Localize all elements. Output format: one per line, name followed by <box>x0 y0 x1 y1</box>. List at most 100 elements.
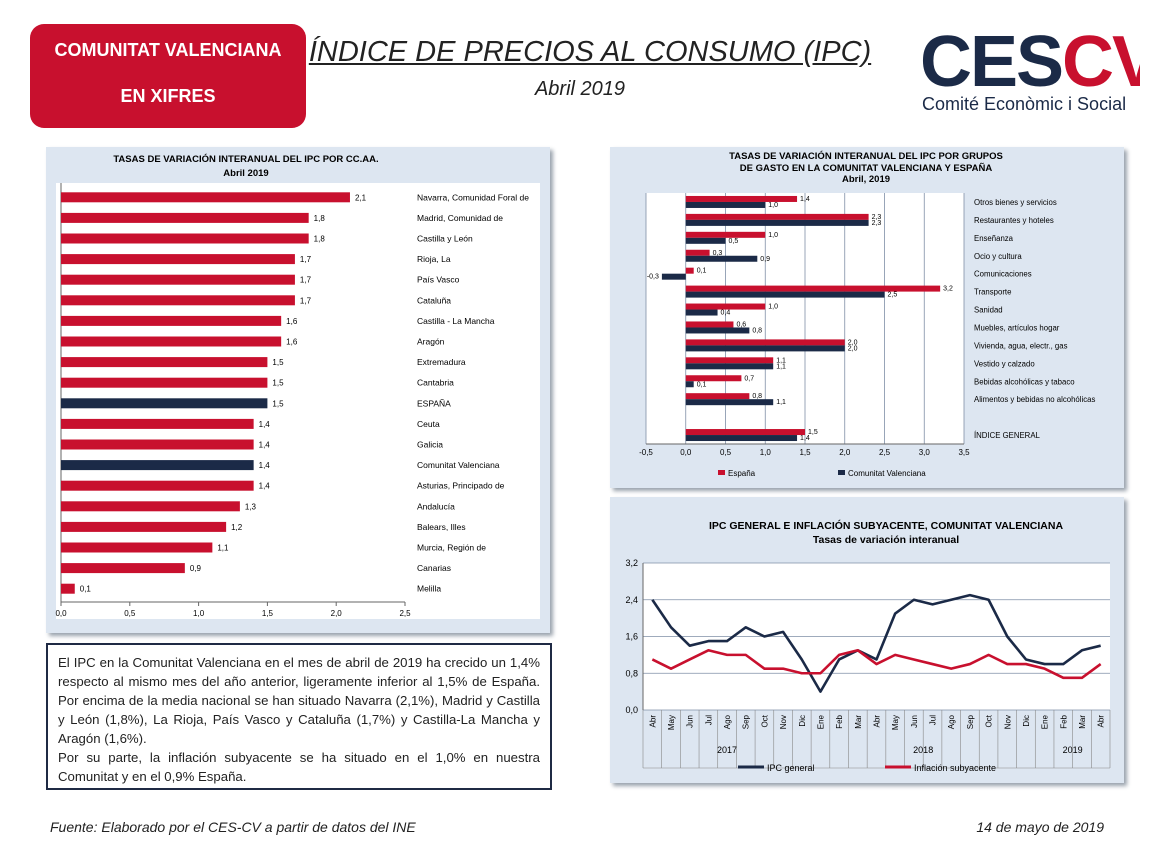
x-tick-label: Abr <box>1097 715 1106 728</box>
category-label: Rioja, La <box>417 254 451 264</box>
badge-line1: COMUNITAT VALENCIANA <box>54 40 282 60</box>
bar-value-label: -0,3 <box>647 274 659 281</box>
bar-espana <box>685 357 774 364</box>
bar-value-label: 0,9 <box>190 564 202 573</box>
category-label: Alimentos y bebidas no alcohólicas <box>974 395 1095 404</box>
category-label: ESPAÑA <box>417 398 451 408</box>
bar-value-label: 2,1 <box>355 193 367 202</box>
legend-swatch <box>838 470 845 475</box>
y-tick-label: 2,4 <box>625 595 638 605</box>
legend-label: Comunitat Valenciana <box>848 469 926 478</box>
category-label: Comunitat Valenciana <box>417 460 500 470</box>
bar-cv <box>685 399 774 406</box>
bar <box>61 254 295 265</box>
bar-value-label: 1,1 <box>776 357 786 364</box>
bar-cv <box>685 237 726 244</box>
category-label: Vivienda, agua, electr., gas <box>974 341 1068 350</box>
x-tick-label: Oct <box>760 714 769 727</box>
x-tick-label: Jun <box>910 715 919 728</box>
bar-value-label: 1,4 <box>800 435 810 442</box>
bar-value-label: 0,3 <box>713 250 723 257</box>
bar-value-label: 1,5 <box>272 358 284 367</box>
x-tick-label: 2,5 <box>399 609 411 618</box>
x-tick-label: Oct <box>985 714 994 727</box>
bar <box>61 583 75 594</box>
x-tick-label: 3,0 <box>919 448 931 457</box>
category-label: Ceuta <box>417 419 440 429</box>
bar-value-label: 1,4 <box>259 441 271 450</box>
category-label: Restaurantes y hoteles <box>974 216 1054 225</box>
category-label: Galicia <box>417 440 443 450</box>
y-tick-label: 0,0 <box>625 705 638 715</box>
bar-value-label: 1,4 <box>800 196 810 203</box>
bar-value-label: 1,8 <box>314 235 326 244</box>
chart-title-line2: DE GASTO EN LA COMUNITAT VALENCIANA Y ES… <box>740 163 993 174</box>
x-tick-label: Sep <box>742 714 751 729</box>
y-tick-label: 0,8 <box>625 668 638 678</box>
bar-espana <box>685 339 845 346</box>
x-tick-label: Nov <box>779 715 788 729</box>
bar-value-label: 3,2 <box>943 286 953 293</box>
summary-paragraph-1: El IPC en la Comunitat Valenciana en el … <box>58 655 540 746</box>
x-tick-label: May <box>667 715 676 730</box>
bar <box>61 274 295 285</box>
bar-value-label: 1,4 <box>259 461 271 470</box>
bar-cv <box>685 327 750 334</box>
bar <box>61 563 185 574</box>
bar <box>61 521 227 532</box>
summary-text-box: El IPC en la Comunitat Valenciana en el … <box>46 643 552 790</box>
line-ipc-general <box>651 593 1101 693</box>
category-label: Otros bienes y servicios <box>974 198 1057 207</box>
bar-value-label: 1,1 <box>217 544 229 553</box>
bar-value-label: 2,3 <box>872 214 882 221</box>
category-label: Enseñanza <box>974 234 1014 243</box>
category-label: Aragón <box>417 337 445 347</box>
bar-cv <box>685 291 885 298</box>
bar-espana <box>685 285 941 292</box>
legend-label: IPC general <box>767 763 815 773</box>
x-tick-label: Ene <box>1041 714 1050 729</box>
bar-espana <box>685 231 766 238</box>
bar-value-label: 1,0 <box>768 232 778 239</box>
logo-cv: CV <box>1062 22 1140 102</box>
bar-cv <box>685 345 845 352</box>
bar-value-label: 0,9 <box>760 256 770 263</box>
category-label: Canarias <box>417 563 451 573</box>
bar <box>61 542 213 553</box>
bar-espana <box>685 195 798 202</box>
bar-espana <box>685 303 766 310</box>
bar-value-label: 1,2 <box>231 523 243 532</box>
badge-line2: EN XIFRES <box>120 86 216 106</box>
category-label: Bebidas alcohólicas y tabaco <box>974 377 1075 386</box>
bar-value-label: 1,6 <box>286 317 298 326</box>
x-tick-label: Ene <box>816 714 825 729</box>
bar-value-label: 1,5 <box>272 399 284 408</box>
bar-value-label: 0,1 <box>697 381 707 388</box>
x-tick-label: Sep <box>966 714 975 729</box>
y-tick-label: 3,2 <box>625 558 638 568</box>
category-label: Transporte <box>974 288 1011 297</box>
bar <box>61 501 240 512</box>
legend-swatch <box>718 470 725 475</box>
bar-value-label: 2,5 <box>888 292 898 299</box>
bar <box>61 212 309 223</box>
x-tick-label: 1,5 <box>799 448 811 457</box>
bar-value-label: 1,1 <box>776 363 786 370</box>
x-tick-label: 2,5 <box>879 448 891 457</box>
bar-value-label: 2,0 <box>848 345 858 352</box>
category-label: Murcia, Región de <box>417 543 486 553</box>
bar-value-label: 0,1 <box>697 268 707 275</box>
bar-value-label: 0,8 <box>752 327 762 334</box>
bar-espana <box>685 393 750 400</box>
bar-value-label: 1,7 <box>300 296 312 305</box>
core-inflation-chart: IPC GENERAL E INFLACIÓN SUBYACENTE, COMU… <box>625 519 1111 773</box>
x-tick-label: 0,0 <box>55 609 67 618</box>
bar <box>61 357 268 368</box>
page-subtitle: Abril 2019 <box>534 78 626 100</box>
bar-espana <box>685 429 805 436</box>
bar-value-label: 2,3 <box>872 220 882 227</box>
bar <box>61 480 254 491</box>
bar <box>61 295 295 306</box>
chart-title: TASAS DE VARIACIÓN INTERANUAL DEL IPC PO… <box>729 150 1003 162</box>
bar-espana <box>685 321 734 328</box>
